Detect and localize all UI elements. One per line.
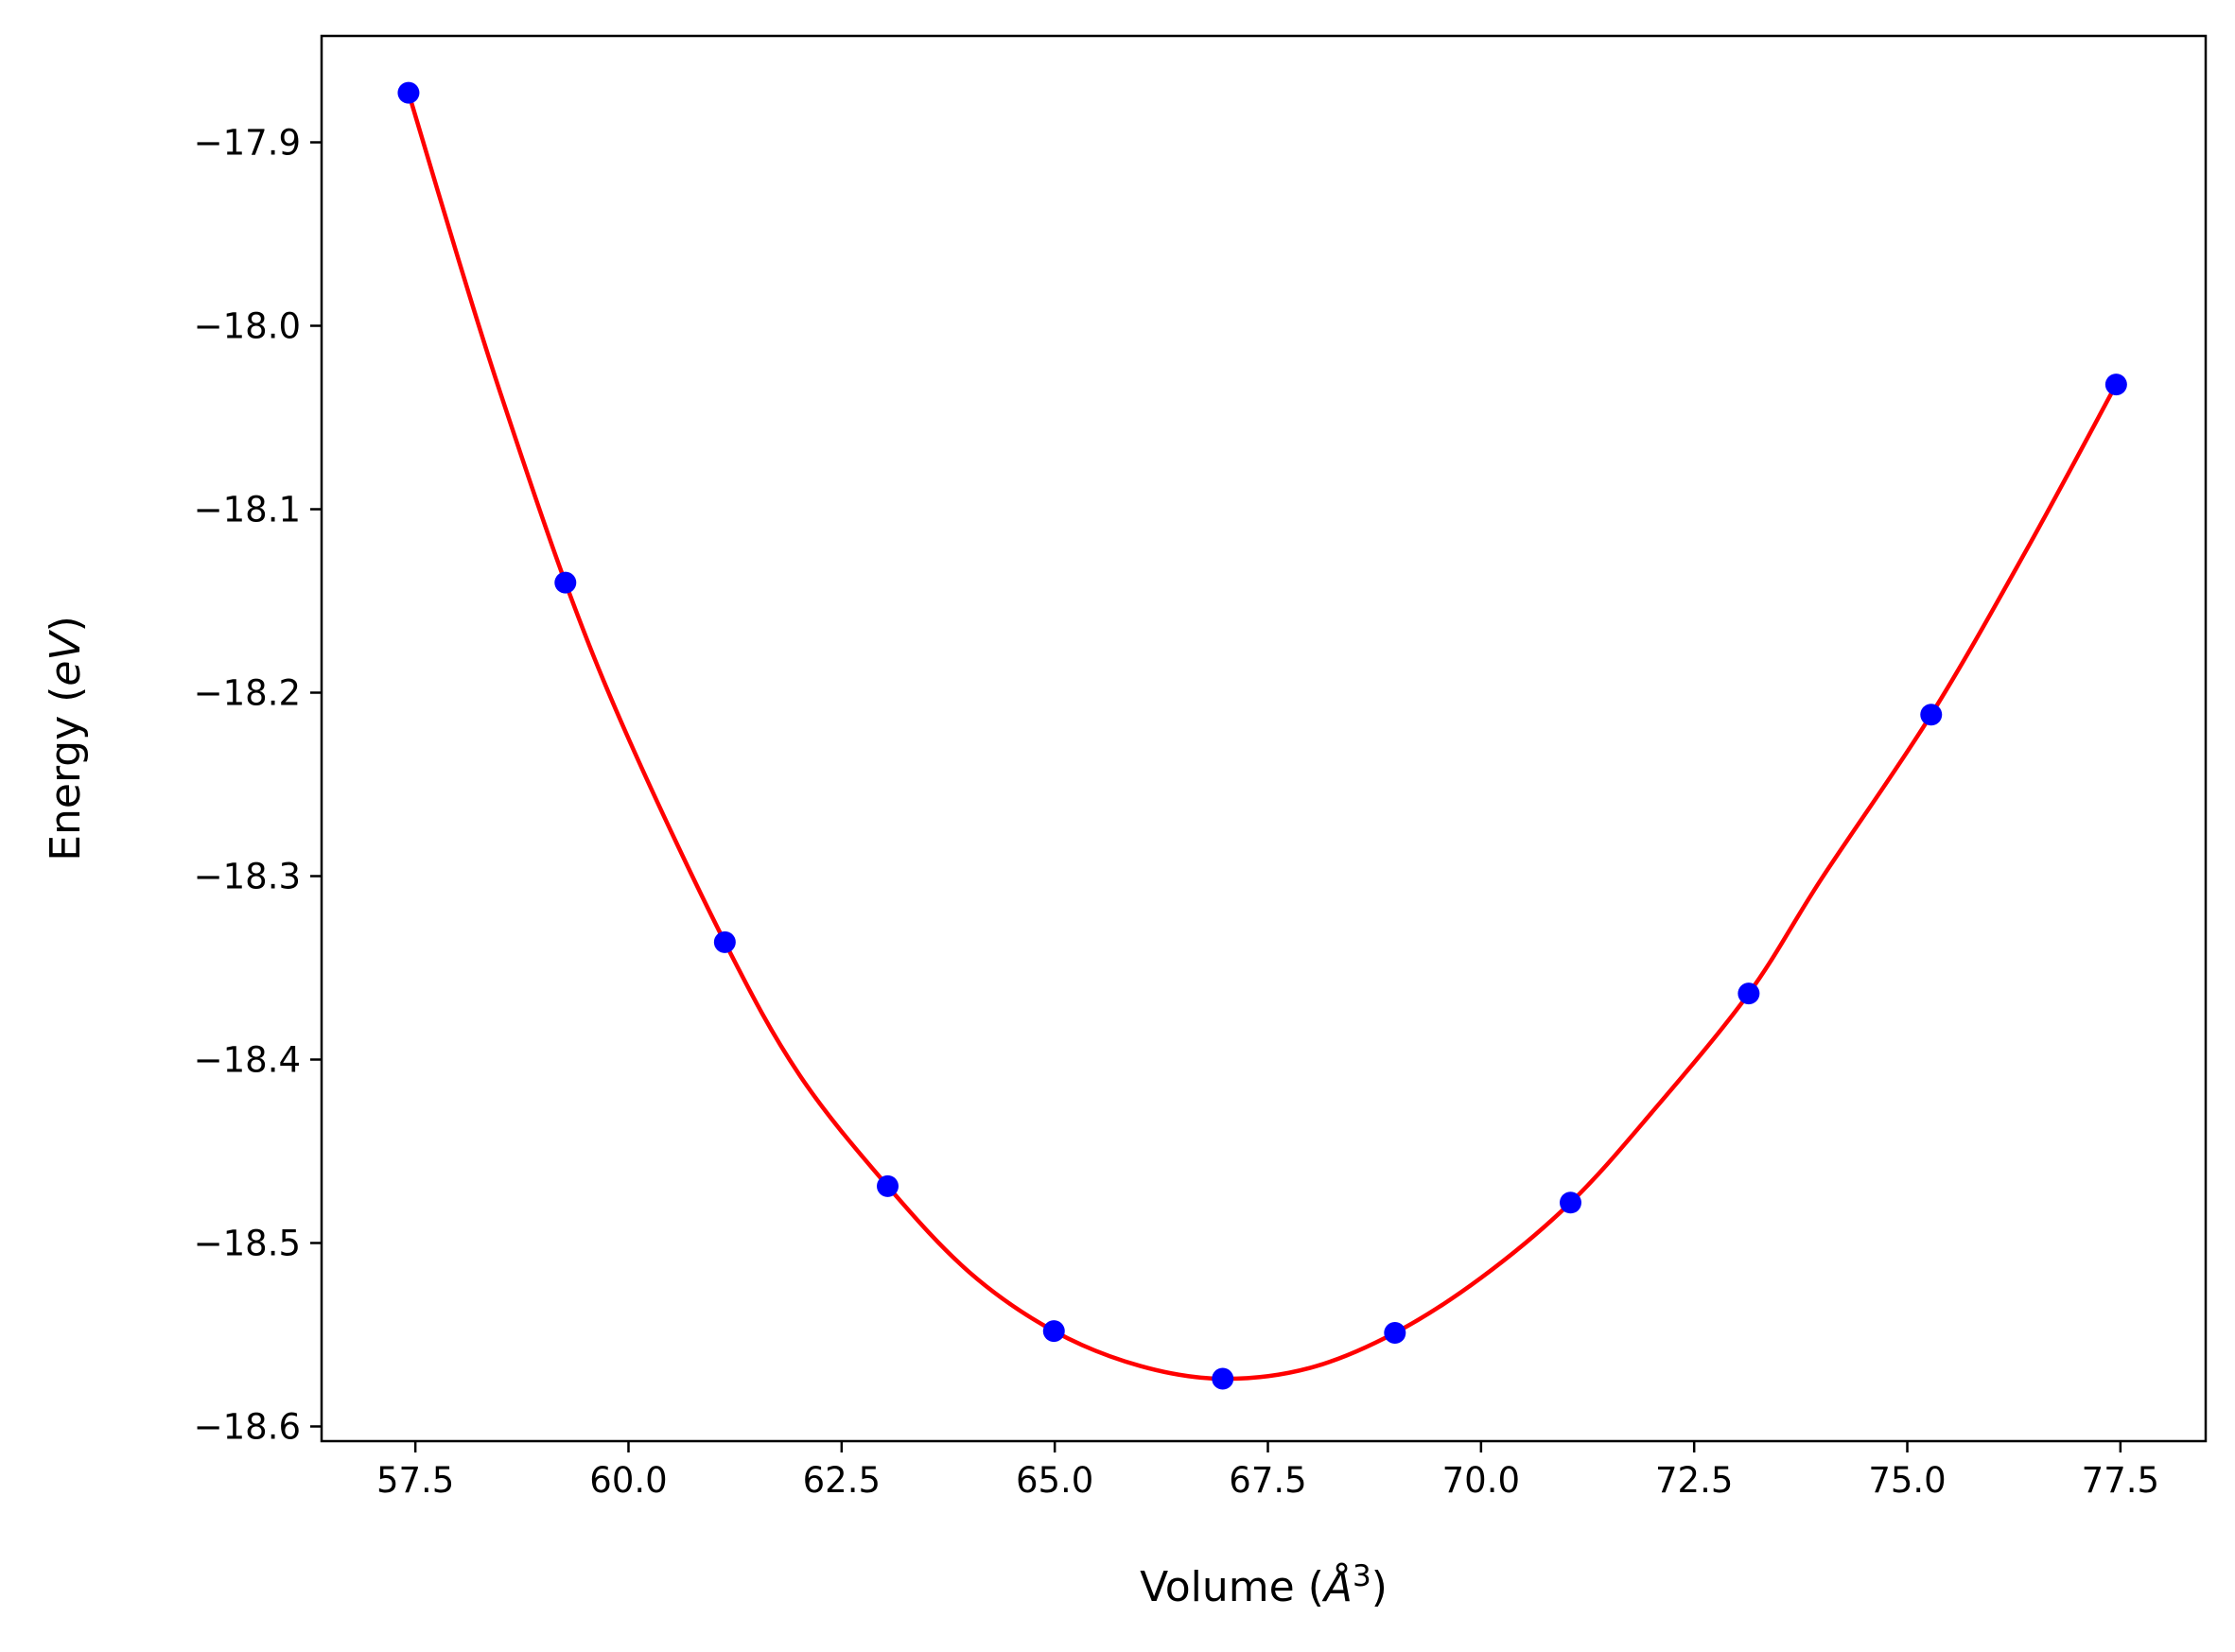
fit-curve-line (406, 92, 2119, 1382)
y-axis-ticks: −17.9 −18.0 −18.1 −18.2 −18.3 −18.4 −18.5 −18.6 (194, 123, 322, 1447)
x-tick-label: 57.5 (376, 1460, 454, 1501)
y-tick-label: −18.4 (194, 1039, 301, 1080)
y-tick-label: −17.9 (194, 123, 301, 164)
x-tick-label: 75.0 (1868, 1460, 1946, 1501)
y-axis-label: Energy (eV) (42, 616, 90, 861)
x-tick-label: 67.5 (1229, 1460, 1306, 1501)
x-tick-label: 65.0 (1016, 1460, 1093, 1501)
y-tick-label: −18.0 (194, 306, 301, 347)
x-tick-label: 72.5 (1655, 1460, 1733, 1501)
plot-frame (320, 34, 2208, 1443)
y-tick-label: −18.6 (194, 1406, 301, 1447)
y-tick-label: −18.1 (194, 490, 301, 530)
x-axis-label: Volume (Å3) (1140, 1559, 1388, 1611)
y-tick-label: −18.2 (194, 673, 301, 714)
plot-area (322, 36, 2206, 1441)
data-point (877, 1174, 899, 1197)
data-point (397, 81, 420, 104)
data-point (554, 571, 577, 594)
y-tick-label: −18.5 (194, 1223, 301, 1263)
data-point (713, 930, 736, 953)
x-axis-ticks: 57.5 60.0 62.5 65.0 67.5 70.0 72.5 75.0 77.5 (376, 1441, 2159, 1501)
data-points-layer (397, 81, 2127, 1390)
x-tick-label: 77.5 (2082, 1460, 2159, 1501)
fit-curve-layer (406, 92, 2119, 1382)
x-tick-label: 62.5 (803, 1460, 881, 1501)
data-point (1920, 704, 1943, 726)
x-tick-label: 70.0 (1442, 1460, 1520, 1501)
x-tick-label: 60.0 (589, 1460, 667, 1501)
data-point (1384, 1322, 1406, 1345)
data-point (2104, 374, 2127, 396)
data-point (1737, 983, 1760, 1005)
data-point (1559, 1191, 1581, 1214)
data-point (1212, 1367, 1234, 1390)
data-point (1042, 1320, 1065, 1343)
y-tick-label: −18.3 (194, 856, 301, 896)
